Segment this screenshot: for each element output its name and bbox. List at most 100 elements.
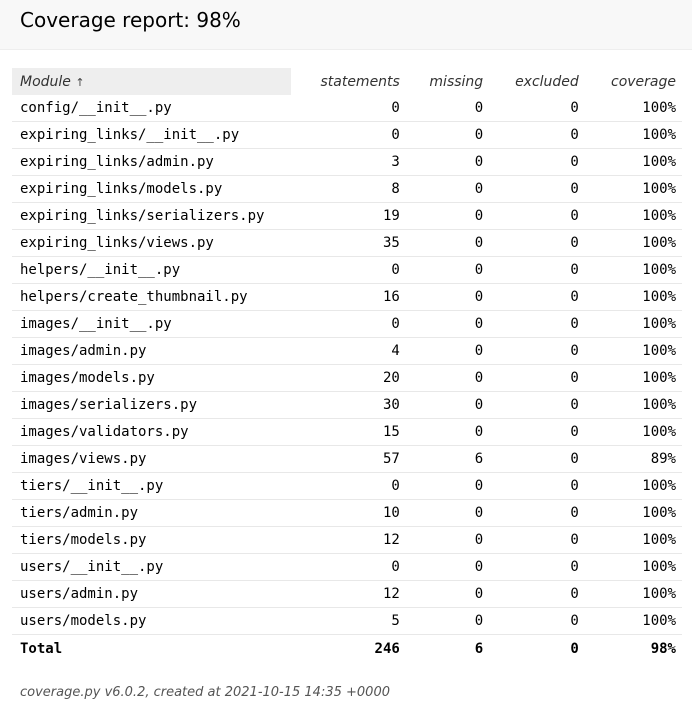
missing-cell: 0	[405, 337, 490, 365]
missing-cell: 0	[405, 202, 490, 230]
excluded-cell: 0	[489, 499, 585, 527]
excluded-cell: 0	[489, 256, 585, 284]
module-link[interactable]: images/validators.py	[12, 418, 291, 446]
excluded-cell: 0	[489, 607, 585, 635]
table-row: images/admin.py 4 0 0 100%	[12, 337, 682, 365]
statements-cell: 35	[291, 229, 406, 257]
module-link[interactable]: expiring_links/models.py	[12, 175, 291, 203]
module-link[interactable]: tiers/admin.py	[12, 499, 291, 527]
total-missing: 6	[474, 641, 484, 657]
coverage-cell: 100%	[584, 337, 682, 365]
missing-cell: 0	[405, 580, 490, 608]
table-row: expiring_links/serializers.py 19 0 0 100%	[12, 202, 682, 230]
module-link[interactable]: images/models.py	[12, 364, 291, 392]
table-row: users/__init__.py 0 0 0 100%	[12, 553, 682, 581]
excluded-cell: 0	[489, 472, 585, 500]
module-link[interactable]: users/models.py	[12, 607, 291, 635]
table-row: tiers/models.py 12 0 0 100%	[12, 526, 682, 554]
statements-cell: 15	[291, 418, 406, 446]
table-row: users/models.py 5 0 0 100%	[12, 607, 682, 635]
report-header: Coverage report: 98%	[0, 0, 692, 50]
footer-created-text: coverage.py v6.0.2, created at 2021-10-1…	[20, 685, 390, 700]
statements-cell: 16	[291, 283, 406, 311]
coverage-cell: 100%	[584, 175, 682, 203]
module-link[interactable]: tiers/models.py	[12, 526, 291, 554]
excluded-cell: 0	[489, 580, 585, 608]
column-header-statements[interactable]: statements	[320, 73, 400, 90]
excluded-cell: 0	[489, 418, 585, 446]
table-row: helpers/__init__.py 0 0 0 100%	[12, 256, 682, 284]
statements-cell: 20	[291, 364, 406, 392]
module-link[interactable]: users/admin.py	[12, 580, 291, 608]
coverage-cell: 100%	[584, 229, 682, 257]
column-header-excluded[interactable]: excluded	[515, 73, 579, 90]
excluded-cell: 0	[489, 283, 585, 311]
module-link[interactable]: expiring_links/views.py	[12, 229, 291, 257]
coverage-index: Module ↑ statements missing excluded cov…	[0, 50, 692, 663]
missing-cell: 0	[405, 364, 490, 392]
coverage-table: Module ↑ statements missing excluded cov…	[12, 68, 682, 663]
excluded-cell: 0	[489, 526, 585, 554]
missing-cell: 0	[405, 310, 490, 338]
statements-cell: 3	[291, 148, 406, 176]
statements-cell: 0	[291, 95, 406, 122]
missing-cell: 0	[405, 607, 490, 635]
module-link[interactable]: expiring_links/__init__.py	[12, 121, 291, 149]
page-title: Coverage report: 98%	[20, 8, 692, 32]
coverage-cell: 100%	[584, 121, 682, 149]
excluded-cell: 0	[489, 95, 585, 122]
excluded-cell: 0	[489, 553, 585, 581]
module-link[interactable]: images/__init__.py	[12, 310, 291, 338]
module-link[interactable]: helpers/create_thumbnail.py	[12, 283, 291, 311]
title-percentage: 98%	[196, 8, 241, 32]
coverage-cell: 100%	[584, 364, 682, 392]
column-header-module-label: Module	[20, 73, 71, 90]
module-link[interactable]: images/views.py	[12, 445, 291, 473]
table-header-row: Module ↑ statements missing excluded cov…	[12, 68, 682, 95]
table-row: images/validators.py 15 0 0 100%	[12, 418, 682, 446]
excluded-cell: 0	[489, 175, 585, 203]
missing-cell: 0	[405, 256, 490, 284]
table-row: expiring_links/__init__.py 0 0 0 100%	[12, 121, 682, 149]
module-link[interactable]: users/__init__.py	[12, 553, 291, 581]
table-row: tiers/__init__.py 0 0 0 100%	[12, 472, 682, 500]
table-row: users/admin.py 12 0 0 100%	[12, 580, 682, 608]
table-row: images/views.py 57 6 0 89%	[12, 445, 682, 473]
coverage-cell: 89%	[584, 445, 682, 473]
column-header-coverage[interactable]: coverage	[611, 73, 676, 90]
statements-cell: 12	[291, 580, 406, 608]
missing-cell: 0	[405, 472, 490, 500]
coverage-cell: 100%	[584, 526, 682, 554]
missing-cell: 0	[405, 175, 490, 203]
table-row: config/__init__.py 0 0 0 100%	[12, 95, 682, 122]
missing-cell: 0	[405, 553, 490, 581]
missing-cell: 0	[405, 121, 490, 149]
excluded-cell: 0	[489, 229, 585, 257]
statements-cell: 19	[291, 202, 406, 230]
coverage-cell: 100%	[584, 202, 682, 230]
total-row: Total 246 6 0 98%	[12, 635, 682, 664]
coverage-cell: 100%	[584, 310, 682, 338]
statements-cell: 12	[291, 526, 406, 554]
statements-cell: 5	[291, 607, 406, 635]
module-link[interactable]: images/admin.py	[12, 337, 291, 365]
missing-cell: 0	[405, 283, 490, 311]
table-row: images/models.py 20 0 0 100%	[12, 364, 682, 392]
coverage-cell: 100%	[584, 472, 682, 500]
module-link[interactable]: config/__init__.py	[12, 95, 291, 122]
column-header-missing[interactable]: missing	[429, 73, 484, 90]
module-link[interactable]: expiring_links/admin.py	[12, 148, 291, 176]
coverage-cell: 100%	[584, 499, 682, 527]
module-link[interactable]: helpers/__init__.py	[12, 256, 291, 284]
missing-cell: 0	[405, 526, 490, 554]
table-row: expiring_links/models.py 8 0 0 100%	[12, 175, 682, 203]
excluded-cell: 0	[489, 391, 585, 419]
excluded-cell: 0	[489, 445, 585, 473]
module-link[interactable]: images/serializers.py	[12, 391, 291, 419]
module-link[interactable]: expiring_links/serializers.py	[12, 202, 291, 230]
column-header-module[interactable]: Module ↑	[12, 68, 291, 95]
excluded-cell: 0	[489, 337, 585, 365]
total-statements: 246	[374, 641, 400, 657]
module-link[interactable]: tiers/__init__.py	[12, 472, 291, 500]
total-excluded: 0	[570, 641, 579, 657]
